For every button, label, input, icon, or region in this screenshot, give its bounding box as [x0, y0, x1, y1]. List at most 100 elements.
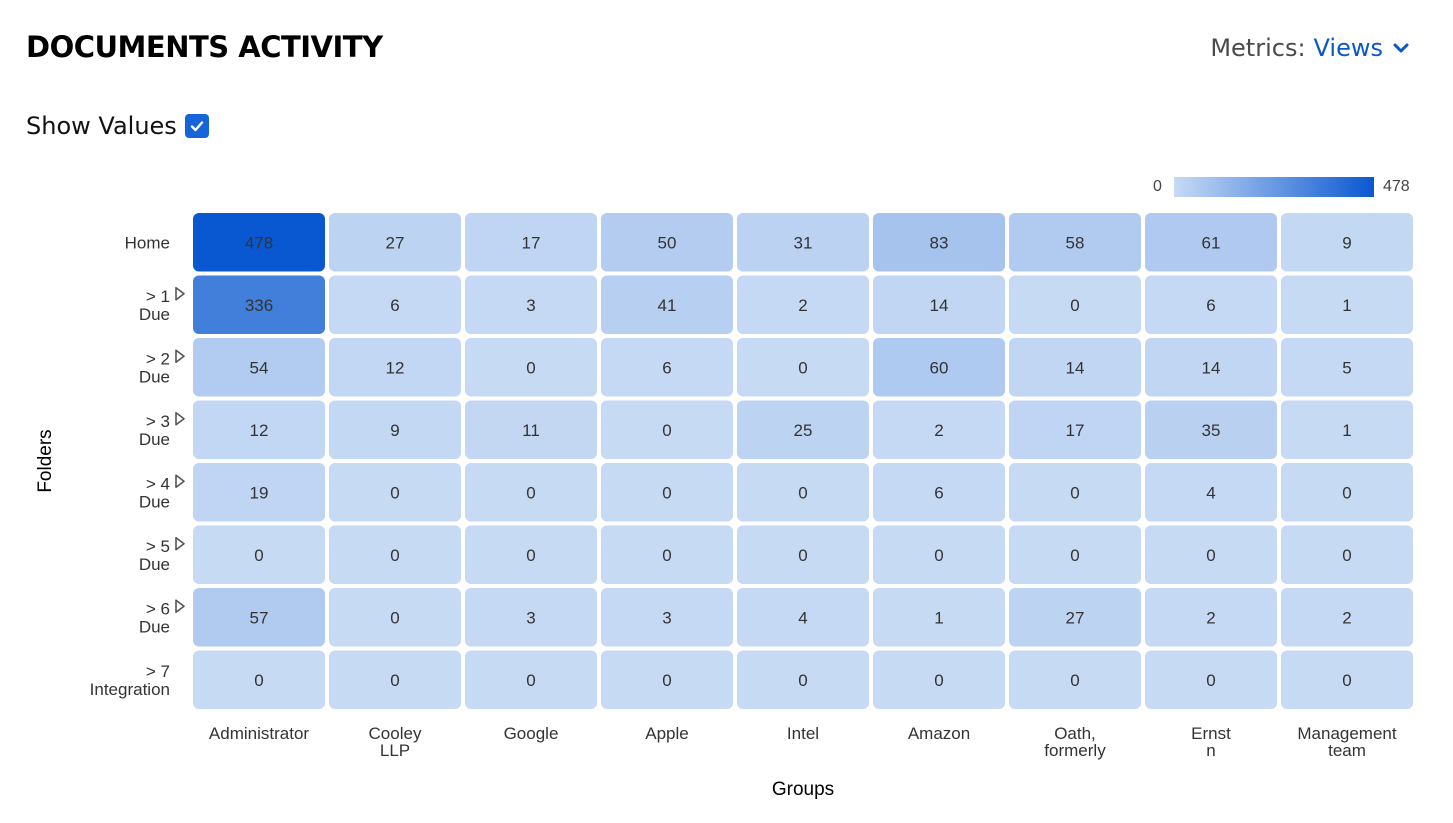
- cell-value-label: 0: [1070, 546, 1079, 565]
- heatmap-cell: [329, 525, 461, 584]
- cell-value-label: 27: [1066, 608, 1085, 627]
- heatmap-cell: [465, 275, 597, 334]
- cell-value-label: 0: [798, 546, 807, 565]
- heatmap-cell: [465, 213, 597, 272]
- expand-triangle-icon[interactable]: [175, 286, 185, 301]
- heatmap-cell: [465, 588, 597, 647]
- heatmap-cell: [1009, 525, 1141, 584]
- cell-value-label: 0: [390, 483, 399, 502]
- heatmap-cell: [873, 463, 1005, 522]
- heatmap-cell: [601, 338, 733, 397]
- cell-value-label: 27: [386, 233, 405, 252]
- row-label: > 3: [146, 412, 170, 431]
- expand-triangle-icon[interactable]: [175, 536, 185, 551]
- heatmap-cell: [1145, 275, 1277, 334]
- heatmap-cell: [1281, 338, 1413, 397]
- heatmap-cell: [1145, 463, 1277, 522]
- cell-value-label: 0: [798, 671, 807, 690]
- heatmap-cell: [329, 400, 461, 459]
- row-label: > 1: [146, 287, 170, 306]
- cell-value-label: 17: [522, 233, 541, 252]
- cell-value-label: 5: [1342, 358, 1351, 377]
- metrics-label: Metrics:: [1210, 34, 1306, 62]
- heatmap-cell: [329, 338, 461, 397]
- heatmap-cell: [193, 338, 325, 397]
- show-values-checkbox[interactable]: [184, 114, 209, 138]
- heatmap-cell: [193, 275, 325, 334]
- cell-value-label: 83: [930, 233, 949, 252]
- cell-value-label: 3: [526, 608, 535, 627]
- heatmap-cell: [1281, 213, 1413, 272]
- expand-triangle-icon[interactable]: [175, 599, 185, 614]
- heatmap-cell: [465, 463, 597, 522]
- column-label: Google: [504, 724, 559, 743]
- cell-value-label: 0: [1070, 296, 1079, 315]
- heatmap-cell: [737, 525, 869, 584]
- metrics-dropdown[interactable]: Metrics: Views: [1210, 34, 1409, 62]
- cell-value-label: 14: [1066, 358, 1085, 377]
- cell-value-label: 0: [1342, 483, 1351, 502]
- row-label: Home: [125, 233, 170, 252]
- heatmap-cell: [465, 525, 597, 584]
- heatmap-cell: [601, 275, 733, 334]
- heatmap-cell: [873, 400, 1005, 459]
- row-label: > 2: [146, 349, 170, 368]
- heatmap-cell: [601, 463, 733, 522]
- cell-value-label: 0: [798, 483, 807, 502]
- cell-value-label: 0: [526, 483, 535, 502]
- cell-value-label: 0: [1342, 546, 1351, 565]
- cell-value-label: 17: [1066, 421, 1085, 440]
- column-label: Amazon: [908, 724, 970, 743]
- expand-triangle-icon[interactable]: [175, 349, 185, 364]
- cell-value-label: 50: [658, 233, 677, 252]
- column-label: Administrator: [209, 724, 309, 743]
- cell-value-label: 2: [1342, 608, 1351, 627]
- heatmap-cell: [873, 588, 1005, 647]
- heatmap-cell: [1009, 588, 1141, 647]
- row-label: Due: [139, 617, 170, 636]
- row-label: > 7: [146, 662, 170, 681]
- expand-triangle-icon[interactable]: [175, 411, 185, 426]
- column-label: Oath,: [1054, 724, 1096, 743]
- row-label: Due: [139, 430, 170, 449]
- heatmap-cell: [329, 463, 461, 522]
- heatmap-cell: [193, 525, 325, 584]
- cell-value-label: 12: [250, 421, 269, 440]
- heatmap-cell: [193, 650, 325, 709]
- heatmap-cell: [1281, 400, 1413, 459]
- cell-value-label: 336: [245, 296, 273, 315]
- metrics-selected-value[interactable]: Views: [1313, 34, 1383, 62]
- heatmap-cell: [601, 400, 733, 459]
- heatmap-cell: [1145, 588, 1277, 647]
- cell-value-label: 0: [662, 483, 671, 502]
- cell-value-label: 41: [658, 296, 677, 315]
- x-axis-title: Groups: [772, 779, 834, 800]
- cell-value-label: 1: [934, 608, 943, 627]
- cell-value-label: 1: [1342, 421, 1351, 440]
- cell-value-label: 4: [1206, 483, 1215, 502]
- heatmap-cell: [601, 525, 733, 584]
- cell-value-label: 0: [1070, 483, 1079, 502]
- heatmap-cell: [1009, 650, 1141, 709]
- heatmap-cell: [193, 213, 325, 272]
- cell-value-label: 6: [1206, 296, 1215, 315]
- row-label: Due: [139, 367, 170, 386]
- heatmap-cell: [873, 650, 1005, 709]
- cell-value-label: 0: [662, 546, 671, 565]
- heatmap-cell: [601, 213, 733, 272]
- cell-value-label: 54: [250, 358, 269, 377]
- heatmap-cell: [1009, 213, 1141, 272]
- expand-triangle-icon[interactable]: [175, 474, 185, 489]
- cell-value-label: 60: [930, 358, 949, 377]
- heatmap-cell: [465, 650, 597, 709]
- heatmap-cell: [873, 213, 1005, 272]
- chevron-down-icon[interactable]: [1393, 40, 1409, 56]
- cell-value-label: 0: [1206, 546, 1215, 565]
- heatmap-cell: [1145, 213, 1277, 272]
- cell-value-label: 3: [526, 296, 535, 315]
- heatmap-cell: [737, 275, 869, 334]
- heatmap-cell: [329, 588, 461, 647]
- cell-value-label: 14: [930, 296, 949, 315]
- row-label: Due: [139, 305, 170, 324]
